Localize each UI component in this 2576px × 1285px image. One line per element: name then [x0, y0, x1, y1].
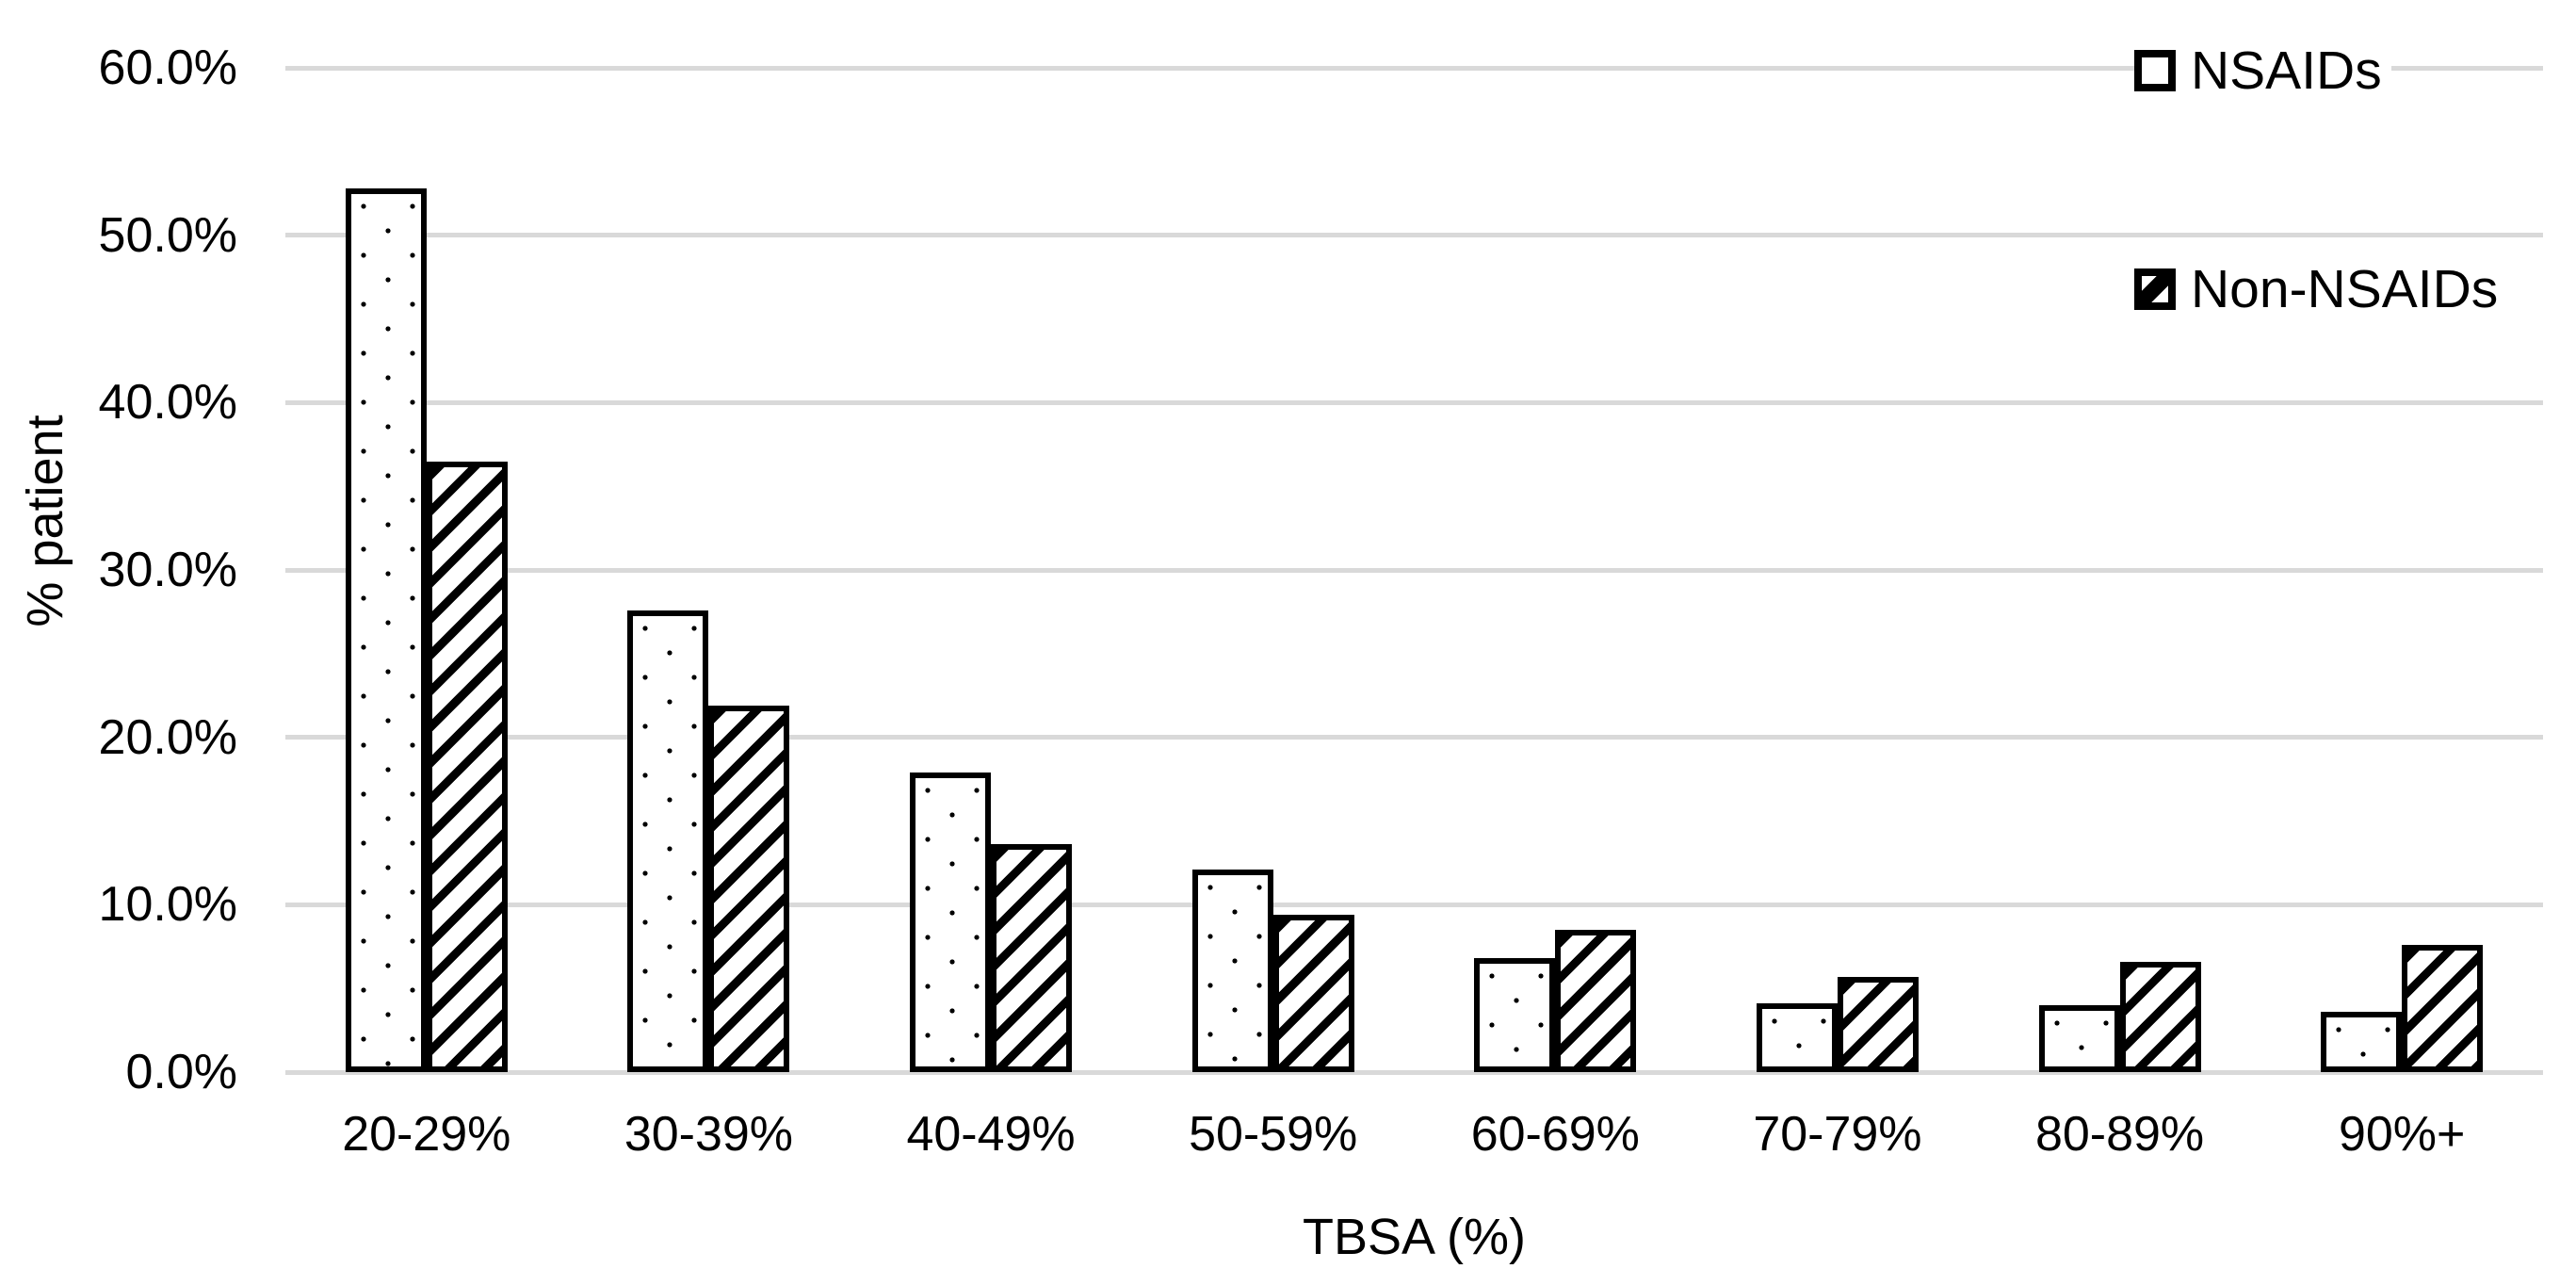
- bar-nsaids: [1474, 958, 1556, 1072]
- gridline: [285, 233, 2543, 238]
- gridline: [285, 1069, 2543, 1075]
- bar-group: [285, 68, 568, 1072]
- gridline: [285, 65, 2543, 71]
- gridline: [285, 399, 2543, 405]
- x-axis-title: TBSA (%): [1302, 1209, 1527, 1265]
- bar-group: [1132, 68, 1415, 1072]
- bar-group: [850, 68, 1132, 1072]
- y-axis-tick-label: 40.0%: [98, 375, 237, 431]
- bar-nsaids: [1756, 1003, 1838, 1072]
- x-axis-tick-label: 20-29%: [342, 1107, 511, 1162]
- y-axis-tick-label: 60.0%: [98, 41, 237, 95]
- bar-nsaids: [345, 187, 427, 1072]
- bar-non-nsaids: [2119, 961, 2201, 1072]
- bar-nsaids: [2321, 1012, 2403, 1072]
- y-axis-tick-label: 10.0%: [98, 877, 237, 933]
- bar-group: [568, 68, 851, 1072]
- bar-non-nsaids: [426, 461, 508, 1072]
- x-axis-tick-label: 30-39%: [624, 1107, 794, 1162]
- bar-non-nsaids: [2402, 944, 2484, 1072]
- bar-nsaids: [1191, 870, 1273, 1072]
- bar-group: [1979, 68, 2261, 1072]
- bar-nsaids: [627, 610, 709, 1072]
- bar-nsaids: [2038, 1004, 2120, 1072]
- y-axis-tick-label: 0.0%: [125, 1045, 237, 1099]
- x-axis-tick-label: 90%+: [2338, 1107, 2466, 1162]
- bar-non-nsaids: [1555, 929, 1637, 1072]
- x-axis-tick-labels: 20-29% 30-39% 40-49% 50-59% 60-69% 70-79% 80-8…: [285, 1104, 2543, 1164]
- y-axis-tick-label: 30.0%: [98, 543, 237, 597]
- bar-non-nsaids: [1272, 915, 1354, 1072]
- x-axis-tick-label: 70-79%: [1753, 1107, 1922, 1162]
- bar-group: [1415, 68, 1697, 1072]
- x-axis-tick-label: 80-89%: [2034, 1107, 2205, 1162]
- gridline: [285, 735, 2543, 740]
- bar-group: [2260, 68, 2543, 1072]
- x-axis-tick-label: 50-59%: [1189, 1107, 1358, 1162]
- x-axis-tick-label: 60-69%: [1470, 1107, 1640, 1162]
- gridline: [285, 902, 2543, 907]
- bar-non-nsaids: [708, 705, 790, 1072]
- bar-group: [1696, 68, 1979, 1072]
- bar-nsaids: [910, 772, 992, 1072]
- bar-non-nsaids: [991, 844, 1073, 1072]
- bar-non-nsaids: [1837, 976, 1919, 1072]
- plot-area: [285, 68, 2543, 1072]
- gridline: [285, 567, 2543, 573]
- y-axis-tick-label: 20.0%: [98, 709, 237, 765]
- y-axis-tick-label: 50.0%: [98, 207, 237, 263]
- x-axis-tick-label: 40-49%: [906, 1107, 1076, 1162]
